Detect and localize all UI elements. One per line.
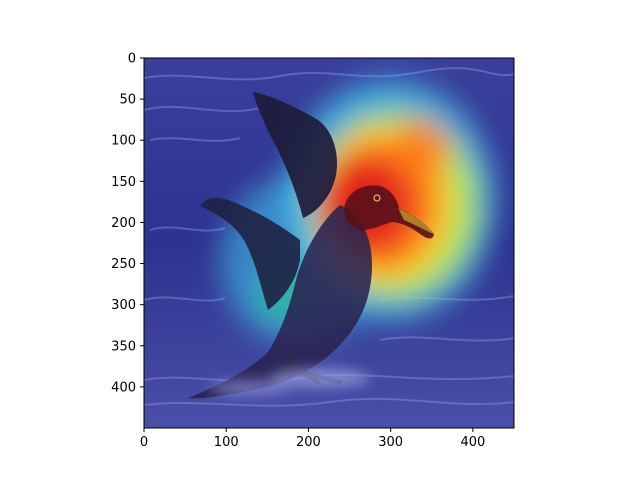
overlay-image (144, 58, 514, 428)
water-splash (210, 368, 370, 396)
x-tick-label: 300 (378, 435, 403, 450)
y-tick-label: 250 (111, 257, 136, 272)
y-tick-label: 0 (128, 52, 136, 67)
x-axis: 0 100 200 300 400 (140, 428, 485, 450)
x-tick-label: 400 (460, 435, 485, 450)
y-tick-label: 300 (111, 298, 136, 313)
wave-texture (144, 67, 514, 407)
y-tick-label: 400 (111, 380, 136, 395)
y-tick-label: 350 (111, 339, 136, 354)
bird (188, 92, 434, 399)
x-tick-label: 0 (140, 435, 148, 450)
y-tick-label: 100 (111, 134, 136, 149)
y-tick-label: 150 (111, 175, 136, 190)
y-tick-label: 200 (111, 216, 136, 231)
y-tick-label: 50 (119, 93, 136, 108)
x-tick-label: 200 (296, 435, 321, 450)
axes-frame (143, 57, 515, 429)
x-tick-label: 100 (214, 435, 239, 450)
y-axis: 0 50 100 150 200 250 300 350 400 (111, 52, 144, 395)
